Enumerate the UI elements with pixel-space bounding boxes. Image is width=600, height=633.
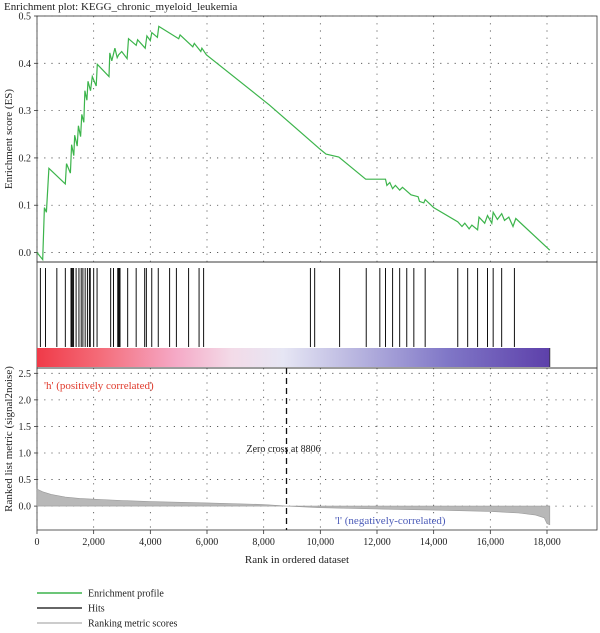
positive-label: 'h' (positively correlated) <box>44 380 154 392</box>
rank-ytick-label: 1.5 <box>19 422 32 433</box>
legend-label: Hits <box>88 604 105 615</box>
es-ytick-label: 0.0 <box>19 248 32 259</box>
x-tick-label: 2,000 <box>82 537 105 548</box>
x-tick-label: 18,000 <box>533 537 561 548</box>
rank-ytick-label: 2.0 <box>19 395 32 406</box>
rank-ytick-label: 2.5 <box>19 369 32 380</box>
x-tick-label: 10,000 <box>307 537 335 548</box>
x-tick-label: 0 <box>35 537 40 548</box>
rank-panel-frame <box>36 367 598 531</box>
rank-ytick-label: 1.0 <box>19 448 32 459</box>
legend-label: Enrichment profile <box>88 589 164 600</box>
rank-ylabel: Ranked list metric (signal2noise) <box>3 366 15 512</box>
es-ytick-label: 0.3 <box>19 106 32 117</box>
x-axis-label: Rank in ordered dataset <box>245 554 349 566</box>
x-tick-label: 6,000 <box>196 537 219 548</box>
zero-cross-label: Zero cross at 8806 <box>247 444 321 455</box>
rank-color-bar <box>37 348 550 367</box>
ranking-metric-area <box>36 488 551 526</box>
x-tick-label: 8,000 <box>252 537 275 548</box>
es-ylabel: Enrichment score (ES) <box>3 89 15 190</box>
negative-label: 'l' (negatively-correlated) <box>335 515 446 527</box>
es-ytick-label: 0.5 <box>19 12 32 23</box>
rank-ytick-label: 0.0 <box>19 502 32 513</box>
x-tick-label: 4,000 <box>139 537 162 548</box>
es-ytick-label: 0.1 <box>19 201 32 212</box>
chart-title: Enrichment plot: KEGG_chronic_myeloid_le… <box>4 1 238 13</box>
es-ytick-label: 0.4 <box>19 59 32 70</box>
x-tick-label: 16,000 <box>477 537 505 548</box>
es-ytick-label: 0.2 <box>19 153 32 164</box>
legend-label: Ranking metric scores <box>88 619 178 629</box>
enrichment-profile-line <box>36 25 551 262</box>
x-tick-label: 14,000 <box>420 537 448 548</box>
rank-ytick-label: 0.5 <box>19 475 32 486</box>
x-tick-label: 12,000 <box>363 537 391 548</box>
